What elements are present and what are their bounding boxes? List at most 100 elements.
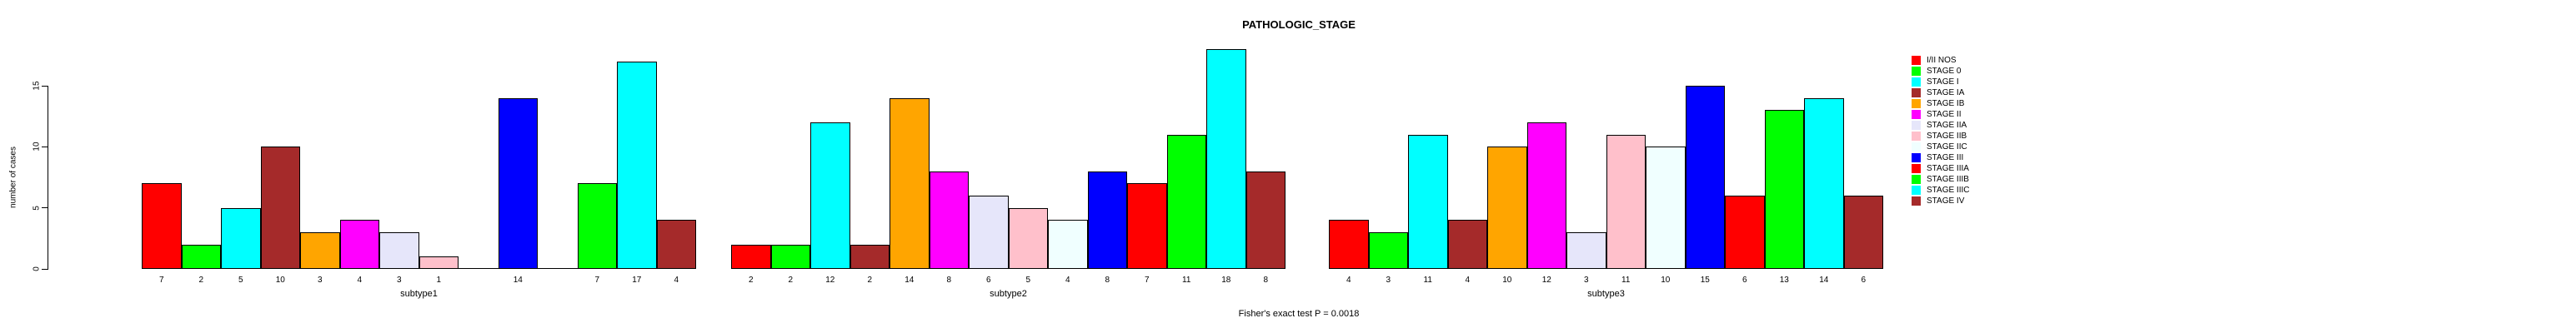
bar: [1008, 208, 1048, 269]
bar: [1447, 220, 1487, 269]
bar-value-label: 8: [946, 276, 952, 285]
legend-label: STAGE I: [1927, 77, 1959, 87]
bar-value-label: 14: [1819, 276, 1829, 285]
bar: [577, 183, 617, 269]
legend-swatch: [1912, 196, 1921, 206]
legend-label: STAGE IA: [1927, 87, 1965, 97]
bar-value-label: 18: [1221, 276, 1231, 285]
legend-swatch: [1912, 55, 1921, 65]
bar-value-label: 5: [1025, 276, 1031, 285]
legend-label: STAGE IIIC: [1927, 185, 1970, 195]
legend-swatch: [1912, 174, 1921, 184]
bar: [1725, 196, 1765, 269]
bar-value-label: 6: [1861, 276, 1867, 285]
bar-value-label: 4: [357, 276, 363, 285]
bar: [849, 245, 890, 269]
chart-title: PATHOLOGIC_STAGE: [1242, 18, 1356, 31]
legend-label: STAGE 0: [1927, 66, 1962, 76]
bar: [1166, 135, 1206, 269]
bar-value-label: 4: [1065, 276, 1070, 285]
bar: [1087, 171, 1127, 269]
bar: [418, 256, 459, 269]
bar: [1646, 147, 1686, 269]
bar: [1764, 110, 1804, 269]
bar-value-label: 15: [1700, 276, 1710, 285]
bar-value-label: 10: [1661, 276, 1671, 285]
bar-value-label: 13: [1779, 276, 1789, 285]
bar: [221, 208, 261, 269]
bar: [969, 196, 1009, 269]
bar-value-label: 14: [513, 276, 523, 285]
bar: [339, 220, 379, 269]
legend-swatch: [1912, 185, 1921, 195]
bar-value-label: 7: [1144, 276, 1150, 285]
legend-label: STAGE IV: [1927, 196, 1965, 206]
y-tick-label: 10: [32, 142, 42, 152]
legend-swatch: [1912, 66, 1921, 76]
y-axis-tick: [42, 85, 48, 87]
bar: [1408, 135, 1448, 269]
bar: [1843, 196, 1883, 269]
legend-swatch: [1912, 109, 1921, 119]
y-tick-label: 0: [32, 266, 42, 271]
group-label: subtype1: [400, 289, 438, 299]
bar: [1329, 220, 1369, 269]
bar-value-label: 3: [1583, 276, 1589, 285]
legend-label: STAGE II: [1927, 109, 1962, 119]
legend-label: STAGE IB: [1927, 98, 1965, 108]
bar-value-label: 12: [1541, 276, 1551, 285]
legend-label: STAGE IIA: [1927, 120, 1967, 130]
bar: [1566, 232, 1606, 269]
bar: [1487, 147, 1527, 269]
bar-value-label: 2: [198, 276, 204, 285]
legend-label: STAGE IIC: [1927, 142, 1967, 152]
legend-swatch: [1912, 120, 1921, 130]
y-axis-tick: [42, 268, 48, 270]
bar: [1685, 86, 1725, 269]
bar-value-label: 4: [1346, 276, 1351, 285]
y-axis-title: number of cases: [8, 147, 18, 208]
bar-value-label: 6: [985, 276, 991, 285]
bar-value-label: 2: [748, 276, 754, 285]
bar: [656, 220, 696, 269]
bar: [1804, 98, 1844, 269]
bar-value-label: 8: [1105, 276, 1110, 285]
legend-swatch: [1912, 142, 1921, 152]
bar-value-label: 6: [1742, 276, 1747, 285]
bar: [810, 122, 850, 269]
bar: [1127, 183, 1167, 269]
bar-value-label: 17: [632, 276, 642, 285]
legend-label: STAGE III: [1927, 152, 1964, 162]
bar-value-label: 11: [1621, 276, 1631, 285]
bar: [498, 98, 538, 269]
bar-value-label: 8: [1263, 276, 1269, 285]
bar: [300, 232, 340, 269]
bar: [142, 183, 182, 269]
bar-value-label: 12: [825, 276, 835, 285]
bar-value-label: 7: [594, 276, 600, 285]
bar: [1048, 220, 1088, 269]
legend-swatch: [1912, 152, 1921, 162]
bar: [617, 62, 657, 269]
bar-value-label: 5: [238, 276, 243, 285]
legend-swatch: [1912, 163, 1921, 173]
footer-annotation: Fisher's exact test P = 0.0018: [1238, 309, 1360, 319]
bar-value-label: 11: [1182, 276, 1191, 285]
bar-value-label: 3: [317, 276, 323, 285]
bar-value-label: 2: [867, 276, 873, 285]
group-label: subtype2: [990, 289, 1027, 299]
bar: [379, 232, 419, 269]
y-tick-label: 5: [32, 205, 42, 211]
bar: [260, 147, 300, 269]
legend-swatch: [1912, 98, 1921, 108]
bar: [1206, 49, 1246, 269]
bar: [731, 245, 771, 269]
bar-value-label: 2: [788, 276, 794, 285]
y-tick-label: 15: [32, 81, 42, 91]
legend-swatch: [1912, 131, 1921, 141]
bar-value-label: 1: [436, 276, 442, 285]
legend-label: STAGE IIB: [1927, 131, 1967, 141]
legend-swatch: [1912, 77, 1921, 87]
bar-value-label: 3: [1386, 276, 1391, 285]
